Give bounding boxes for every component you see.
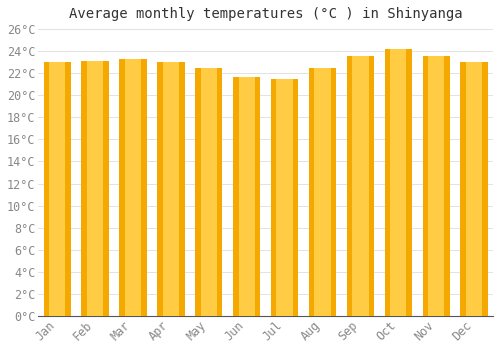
- Bar: [466, 62, 482, 316]
- Bar: [44, 62, 71, 316]
- Bar: [120, 59, 146, 316]
- Bar: [347, 56, 374, 316]
- Bar: [49, 62, 66, 316]
- Bar: [314, 68, 330, 316]
- Title: Average monthly temperatures (°C ) in Shinyanga: Average monthly temperatures (°C ) in Sh…: [69, 7, 462, 21]
- Bar: [352, 56, 368, 316]
- Bar: [422, 56, 450, 316]
- Bar: [460, 62, 487, 316]
- Bar: [428, 56, 444, 316]
- Bar: [195, 68, 222, 316]
- Bar: [82, 61, 108, 316]
- Bar: [384, 49, 412, 316]
- Bar: [157, 62, 184, 316]
- Bar: [271, 79, 298, 316]
- Bar: [276, 79, 293, 316]
- Bar: [238, 77, 255, 316]
- Bar: [162, 62, 179, 316]
- Bar: [233, 77, 260, 316]
- Bar: [125, 59, 141, 316]
- Bar: [87, 61, 104, 316]
- Bar: [309, 68, 336, 316]
- Bar: [200, 68, 217, 316]
- Bar: [390, 49, 406, 316]
